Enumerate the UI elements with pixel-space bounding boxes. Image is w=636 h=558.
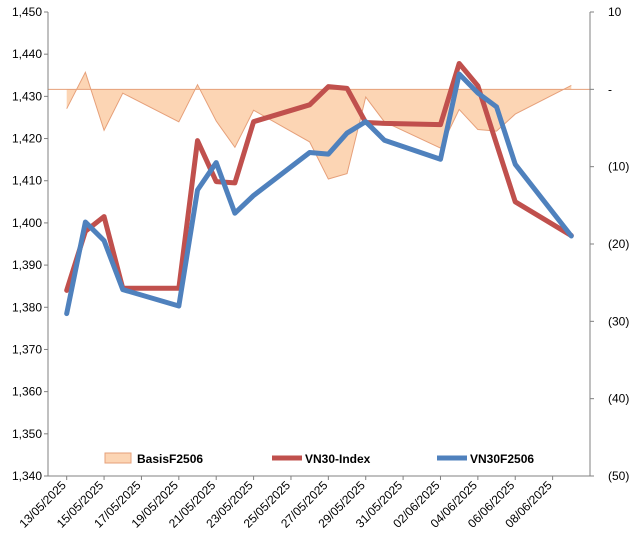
legend: BasisF2506 VN30-Index VN30F2506 (104, 452, 534, 466)
y-left-tick-label: 1,380 (12, 300, 42, 314)
y-left-tick-label: 1,440 (12, 47, 42, 61)
lines-layer (64, 60, 574, 317)
y-left-tick-label: 1,420 (12, 132, 42, 146)
legend-label: VN30-Index (305, 452, 371, 466)
y-right-tick-label: (30) (608, 314, 629, 328)
legend-label: BasisF2506 (137, 452, 203, 466)
y-left-tick-label: 1,450 (12, 5, 42, 19)
y-left-tick-label: 1,340 (12, 469, 42, 483)
y-left-tick-label: 1,390 (12, 258, 42, 272)
y-right-tick-label: (40) (608, 392, 629, 406)
y-left-tick-label: 1,400 (12, 216, 42, 230)
y-left-tick-label: 1,430 (12, 89, 42, 103)
y-right-tick-label: 10 (608, 5, 622, 19)
y-right-tick-label: - (608, 82, 612, 96)
basis-area-edge (66, 71, 572, 180)
area-layer (48, 71, 590, 180)
y-left-tick-label: 1,350 (12, 427, 42, 441)
y-right-tick-label: (50) (608, 469, 629, 483)
y-right-tick-label: (10) (608, 160, 629, 174)
basis-area (66, 72, 572, 180)
y-left-tick-label: 1,370 (12, 342, 42, 356)
series-line-vn30-index (64, 60, 574, 293)
legend-label: VN30F2506 (470, 452, 534, 466)
series-line-vn30f2506 (64, 71, 574, 317)
y-right-tick-label: (20) (608, 237, 629, 251)
y-left-tick-label: 1,360 (12, 385, 42, 399)
y-left-tick-label: 1,410 (12, 174, 42, 188)
legend-swatch-basis (104, 452, 132, 464)
